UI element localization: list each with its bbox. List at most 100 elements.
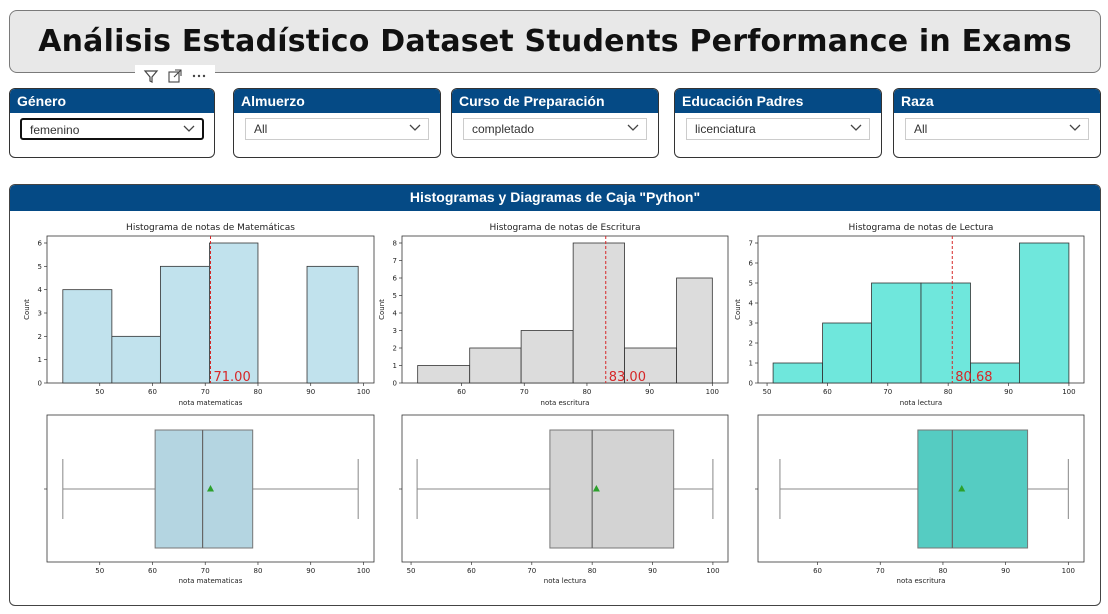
box-iqr xyxy=(549,429,675,549)
python-visual-panel: Histogramas y Diagramas de Caja "Python"… xyxy=(9,184,1101,606)
y-tick-label: 0 xyxy=(393,380,397,388)
histogram-bar xyxy=(209,242,259,384)
x-tick-label: 50 xyxy=(95,388,104,396)
dropdown-value: licenciatura xyxy=(695,122,756,136)
box-iqr xyxy=(917,429,1029,549)
x-tick-label: 70 xyxy=(883,388,892,396)
histogram-bar xyxy=(306,265,359,384)
y-tick-label: 5 xyxy=(393,292,397,300)
plot-frame xyxy=(401,414,729,563)
box-iqr xyxy=(154,429,254,549)
x-tick-label: 60 xyxy=(148,567,157,575)
x-tick-label: 60 xyxy=(148,388,157,396)
x-axis-label: nota matematicas xyxy=(179,577,243,585)
x-tick-label: 90 xyxy=(648,567,657,575)
dropdown-raza[interactable]: All xyxy=(905,118,1089,140)
panel-title: Histogramas y Diagramas de Caja "Python" xyxy=(10,185,1100,211)
x-tick-label: 90 xyxy=(645,388,654,396)
slicer-genero: Género femenino xyxy=(9,88,215,158)
x-axis-label: nota escritura xyxy=(897,577,946,585)
slicer-raza: Raza All xyxy=(893,88,1101,158)
x-axis-label: nota lectura xyxy=(900,399,942,407)
x-tick-label: 80 xyxy=(944,388,953,396)
histogram-bar xyxy=(624,347,677,384)
x-tick-label: 60 xyxy=(467,567,476,575)
x-tick-label: 90 xyxy=(306,388,315,396)
x-tick-label: 70 xyxy=(527,567,536,575)
histogram-bar xyxy=(159,265,210,384)
plot-frame xyxy=(46,414,375,563)
y-tick-label: 6 xyxy=(749,260,754,268)
x-tick-label: 100 xyxy=(1062,567,1075,575)
mean-marker xyxy=(958,485,966,492)
mean-label: 80.68 xyxy=(955,370,992,385)
mean-marker xyxy=(207,485,214,492)
y-tick-label: 4 xyxy=(393,310,398,318)
filter-icon[interactable] xyxy=(142,67,160,85)
focus-mode-icon[interactable] xyxy=(166,67,184,85)
slicer-title: Almuerzo xyxy=(234,89,440,113)
x-tick-label: 70 xyxy=(876,567,885,575)
x-tick-label: 80 xyxy=(938,567,947,575)
x-tick-label: 80 xyxy=(254,388,263,396)
x-axis-label: nota matematicas xyxy=(179,399,243,407)
chevron-down-icon xyxy=(626,121,640,136)
histogram-bar xyxy=(520,330,574,384)
x-axis-label: nota escritura xyxy=(541,399,590,407)
histogram-bar xyxy=(572,242,625,384)
y-tick-label: 0 xyxy=(749,380,753,388)
dropdown-value: All xyxy=(914,122,928,136)
histogram-bar xyxy=(772,362,823,384)
y-tick-label: 3 xyxy=(38,310,42,318)
y-tick-label: 4 xyxy=(749,300,754,308)
x-tick-label: 70 xyxy=(201,567,210,575)
x-tick-label: 50 xyxy=(763,388,772,396)
dropdown-genero[interactable]: femenino xyxy=(20,118,204,140)
x-tick-label: 60 xyxy=(457,388,466,396)
x-tick-label: 100 xyxy=(357,388,370,396)
slicer-almuerzo: Almuerzo All xyxy=(233,88,441,158)
y-tick-label: 1 xyxy=(38,356,42,364)
x-tick-label: 60 xyxy=(813,567,822,575)
y-tick-label: 3 xyxy=(393,327,397,335)
y-axis-label: Count xyxy=(734,299,742,320)
y-axis-label: Count xyxy=(23,299,31,320)
dropdown-curso-preparacion[interactable]: completado xyxy=(463,118,647,140)
histogram-bar xyxy=(822,322,872,384)
x-tick-label: 100 xyxy=(706,567,719,575)
dropdown-almuerzo[interactable]: All xyxy=(245,118,429,140)
x-tick-label: 100 xyxy=(706,388,719,396)
histogram-bar xyxy=(417,365,471,384)
dropdown-value: completado xyxy=(472,122,535,136)
chart-title: Histograma de notas de Matemáticas xyxy=(126,223,295,233)
y-tick-label: 1 xyxy=(393,362,397,370)
y-tick-label: 7 xyxy=(749,240,753,248)
histogram-bar xyxy=(871,282,922,384)
histogram-bar xyxy=(111,335,161,384)
y-tick-label: 6 xyxy=(393,275,398,283)
x-axis-label: nota lectura xyxy=(544,577,586,585)
dropdown-value: femenino xyxy=(30,123,80,137)
y-tick-label: 5 xyxy=(749,280,753,288)
visual-header-toolbar xyxy=(135,65,215,87)
x-tick-label: 90 xyxy=(306,567,315,575)
plot-frame xyxy=(757,414,1085,563)
y-tick-label: 0 xyxy=(38,380,42,388)
x-tick-label: 70 xyxy=(520,388,529,396)
histogram-bar xyxy=(62,289,113,384)
chevron-down-icon xyxy=(408,121,422,136)
more-options-icon[interactable] xyxy=(190,67,208,85)
y-tick-label: 3 xyxy=(749,320,753,328)
slicer-title: Curso de Preparación xyxy=(452,89,658,113)
y-tick-label: 2 xyxy=(393,345,397,353)
histogram-bar xyxy=(920,282,971,384)
y-tick-label: 6 xyxy=(38,240,43,248)
y-tick-label: 5 xyxy=(38,263,42,271)
dropdown-educacion-padres[interactable]: licenciatura xyxy=(686,118,870,140)
x-tick-label: 80 xyxy=(254,567,263,575)
x-tick-label: 80 xyxy=(582,388,591,396)
title-banner: Análisis Estadístico Dataset Students Pe… xyxy=(9,10,1101,73)
mean-label: 71.00 xyxy=(214,370,251,385)
y-tick-label: 4 xyxy=(38,286,43,294)
